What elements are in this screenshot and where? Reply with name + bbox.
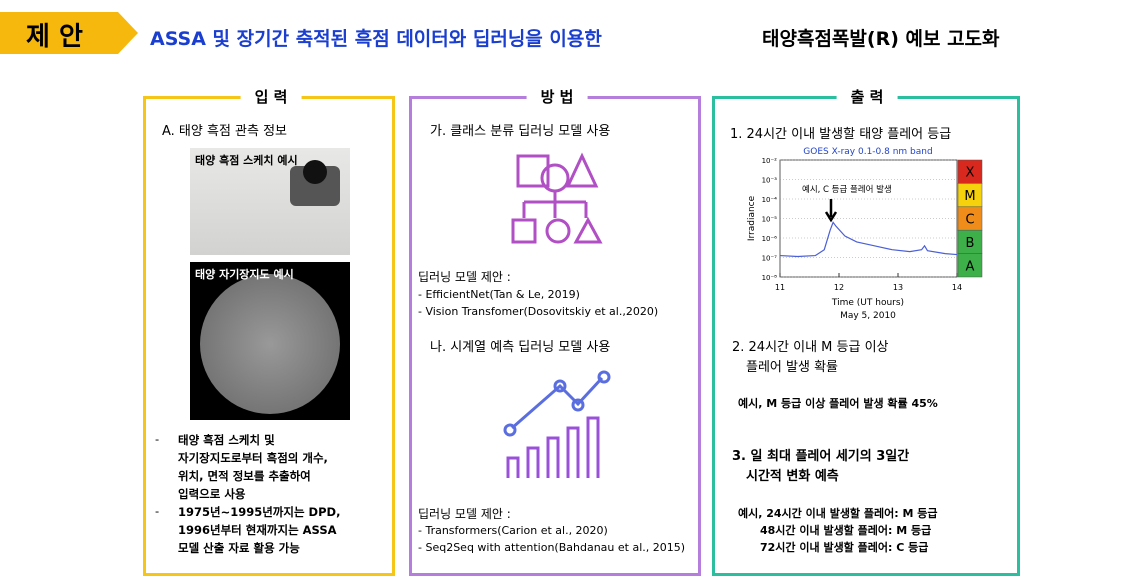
timeseries-icon <box>503 370 611 478</box>
example: 예시, M 등급 이상 플레어 발생 확률 45% <box>738 397 938 410</box>
item: 1. 24시간 이내 발생할 태양 플레어 등급 <box>730 127 952 142</box>
x-tick-label: 11 <box>775 283 785 292</box>
date-label: May 5, 2010 <box>840 311 896 321</box>
class-label: B <box>966 236 975 251</box>
goes-chart: GOES X-ray 0.1-0.8 nm band 10⁻² 10⁻³ 10⁻⁴ 10… <box>747 147 983 321</box>
bullet-text: 1975년~1995년까지는 DPD, <box>178 505 341 519</box>
input-panel: 입 력 <box>143 86 395 576</box>
model-title: 딥러닝 모델 제안 : <box>418 507 511 521</box>
panel-label: 방 법 <box>526 86 588 107</box>
title-black: 태양흑점폭발(R) 예보 고도화 <box>762 28 1000 50</box>
heading: 가. 클래스 분류 딥러닝 모델 사용 <box>430 124 611 139</box>
class-label: X <box>966 166 975 181</box>
image-caption: 태양 흑점 스케치 예시 <box>195 154 298 167</box>
example: 48시간 이내 발생할 플레어: M 등급 <box>760 524 932 537</box>
magnetogram-image <box>190 262 350 420</box>
item: 3. 일 최대 플레어 세기의 3일간 <box>732 449 910 464</box>
tag-shape <box>0 12 138 54</box>
example: 예시, 24시간 이내 발생할 플레어: M 등급 <box>738 507 938 520</box>
annotation: 예시, C 등급 플레어 발생 <box>802 184 892 195</box>
bullet-text: 자기장지도로부터 흑점의 개수, <box>178 451 328 465</box>
y-axis-label: Irradiance <box>747 195 757 241</box>
y-tick-label: 10⁻⁸ <box>762 274 778 282</box>
bullet-text: 1996년부터 현재까지는 ASSA <box>178 523 337 537</box>
arrow <box>824 199 838 223</box>
class-label: M <box>964 189 975 204</box>
class-label: A <box>966 259 975 274</box>
item: 플레어 발생 확률 <box>746 360 838 375</box>
x-tick-label: 14 <box>952 283 962 292</box>
title-blue: ASSA 및 장기간 축적된 흑점 데이터와 딥러닝을 이용한 <box>150 28 602 50</box>
x-axis-label: Time (UT hours) <box>831 298 904 308</box>
item: 2. 24시간 이내 M 등급 이상 <box>732 340 889 355</box>
output-panel: 출 력 <box>712 86 1020 576</box>
y-tick-label: 10⁻⁵ <box>762 216 778 224</box>
bullet-mark: - <box>155 504 160 518</box>
method-panel: 방 법 <box>409 86 701 576</box>
y-tick-label: 10⁻⁶ <box>762 235 778 243</box>
class-band <box>957 253 983 278</box>
chart-title: GOES X-ray 0.1-0.8 nm band <box>803 147 932 157</box>
x-tick-label: 13 <box>893 283 903 292</box>
model: - Seq2Seq with attention(Bahdanau et al.… <box>418 541 686 554</box>
bullet-text: 태양 흑점 스케치 및 <box>178 433 275 447</box>
example: 72시간 이내 발생할 플레어: C 등급 <box>760 541 929 554</box>
line <box>779 221 958 258</box>
heading: 나. 시계열 예측 딥러닝 모델 사용 <box>430 340 611 355</box>
tag: 제 안 <box>26 22 83 52</box>
classification-icon <box>511 152 603 244</box>
model: - Transformers(Carion et al., 2020) <box>418 524 608 537</box>
y-tick-label: 10⁻⁴ <box>762 196 778 204</box>
heading: A. 태양 흑점 관측 정보 <box>162 124 288 139</box>
model: - Vision Transfomer(Dosovitskiy et al.,2… <box>418 305 659 318</box>
panel-label: 입 력 <box>240 86 302 107</box>
bullet-mark: - <box>155 432 160 446</box>
bullet-text: 입력으로 사용 <box>178 487 246 501</box>
model: - EfficientNet(Tan & Le, 2019) <box>418 288 580 301</box>
item: 시간적 변화 예측 <box>746 469 839 484</box>
image-caption: 태양 자기장지도 예시 <box>195 268 294 281</box>
y-tick-label: 10⁻⁷ <box>762 255 778 263</box>
model-title: 딥러닝 모델 제안 : <box>418 270 511 284</box>
x-tick-label: 12 <box>834 283 844 292</box>
bullet-text: 모델 산출 자료 활용 가능 <box>178 541 300 555</box>
class-label: C <box>965 213 974 228</box>
panel-label: 출 력 <box>836 86 898 107</box>
sketch-image <box>190 148 350 255</box>
y-tick-label: 10⁻³ <box>762 177 778 185</box>
y-tick-label: 10⁻² <box>762 157 778 165</box>
bullet-text: 위치, 면적 정보를 추출하여 <box>178 469 311 483</box>
